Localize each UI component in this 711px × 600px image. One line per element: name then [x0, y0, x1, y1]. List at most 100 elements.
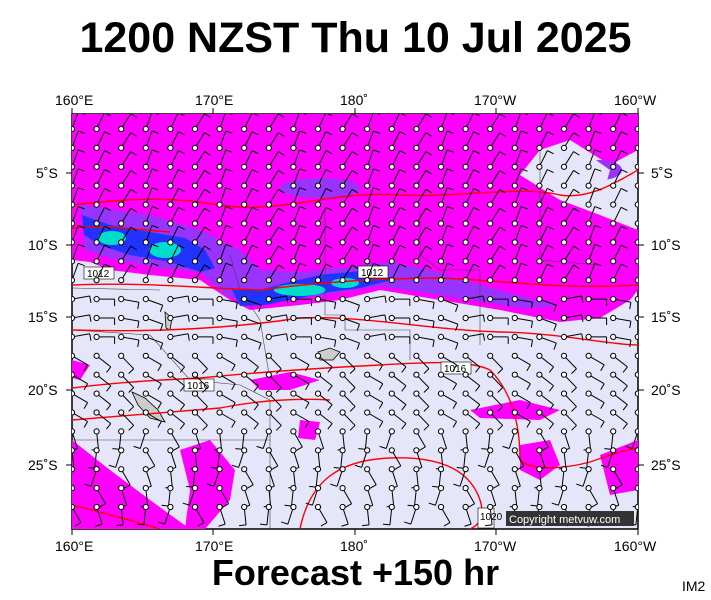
- wind-barb-feather: [542, 446, 549, 451]
- wind-barb-station: [437, 144, 445, 151]
- wind-barb-station: [314, 144, 322, 151]
- wind-barb-station: [610, 409, 617, 416]
- wind-barb-feather: [197, 522, 205, 527]
- wind-barb-feather: [622, 366, 628, 373]
- wind-barb-feather: [423, 425, 430, 431]
- wind-barb-feather: [425, 188, 433, 194]
- wind-barb-station: [339, 163, 346, 170]
- wind-barb-station: [364, 333, 371, 340]
- wind-barb-station: [634, 352, 638, 359]
- wind-barb-station: [462, 447, 469, 454]
- wind-barb-feather: [497, 425, 504, 431]
- wind-barb-station: [290, 409, 297, 416]
- wind-barb-feather: [551, 502, 559, 506]
- wind-barb-station: [314, 485, 322, 492]
- wind-barb-station: [216, 371, 223, 378]
- wind-barb-feather: [187, 314, 190, 322]
- wind-barb-station: [339, 447, 346, 454]
- lon-label: 170°W: [474, 92, 517, 108]
- wind-barb-station: [72, 296, 76, 303]
- wind-barb-station: [72, 333, 76, 340]
- wind-barb-station: [290, 144, 297, 151]
- wind-barb-feather: [547, 244, 554, 249]
- wind-barb-station: [191, 277, 199, 284]
- wind-barb-feather: [251, 169, 259, 174]
- wind-barb-feather: [83, 364, 89, 372]
- wind-barb-station: [413, 201, 420, 208]
- wind-barb-station: [585, 314, 592, 322]
- wind-barb-station: [413, 447, 420, 454]
- wind-barb-station: [314, 371, 322, 378]
- wind-barb-station: [93, 447, 100, 454]
- wind-barb-feather: [77, 206, 85, 210]
- wind-barb-feather: [378, 383, 384, 391]
- wind-barb-station: [314, 428, 322, 435]
- wind-barb-station: [93, 144, 100, 151]
- wind-barb-feather: [520, 206, 528, 210]
- wind-barb-station: [216, 428, 223, 435]
- wind-barb-station: [437, 182, 445, 189]
- latitude-labels-left: 5˚S 10˚S 15˚S 20˚S 25˚S: [28, 165, 58, 473]
- wind-barb-station: [241, 447, 248, 454]
- wind-barb-feather: [253, 423, 259, 430]
- wind-barb-feather: [77, 225, 85, 229]
- wind-barb-station: [536, 201, 543, 208]
- wind-barb-station: [72, 409, 76, 416]
- wind-barb-feather: [325, 131, 333, 136]
- lon-label: 160°W: [614, 538, 657, 554]
- wind-barb-feather: [571, 368, 577, 374]
- wind-barb-station: [339, 333, 346, 340]
- wind-barb-station: [462, 201, 469, 208]
- wind-barb-station: [118, 201, 125, 208]
- wind-barb-feather: [620, 169, 628, 174]
- wind-barb-station: [585, 182, 592, 189]
- wind-barb-feather: [446, 206, 454, 210]
- wind-barb-station: [388, 277, 395, 284]
- wind-barb-feather: [345, 503, 352, 508]
- wind-barb-station: [142, 239, 149, 246]
- wind-barb-station: [216, 277, 223, 284]
- wind-barb-station: [167, 503, 174, 511]
- wind-barb-station: [241, 428, 248, 435]
- wind-barb-feather: [202, 425, 208, 431]
- wind-barb-station: [585, 466, 592, 473]
- wind-barb-feather: [130, 151, 137, 156]
- wind-barb-feather: [271, 465, 279, 470]
- wind-barb-feather: [497, 406, 504, 412]
- wind-barb-feather: [446, 149, 454, 153]
- wind-barb-station: [118, 258, 125, 265]
- wind-barb-station: [511, 314, 518, 322]
- wind-barb-station: [585, 296, 592, 303]
- wind-barb-station: [462, 239, 469, 246]
- wind-barb-feather: [159, 342, 164, 350]
- wind-barb-station: [610, 352, 617, 359]
- wind-barb-feather: [349, 387, 356, 393]
- wind-barb-station: [487, 466, 494, 473]
- wind-barb-feather: [83, 421, 89, 428]
- wind-barb-station: [72, 466, 76, 473]
- wind-barb-feather: [456, 466, 464, 469]
- wind-barb-feather: [225, 225, 233, 229]
- wind-barb-station: [634, 466, 638, 473]
- wind-barb-station: [560, 390, 568, 397]
- wind-barb-feather: [399, 244, 407, 249]
- wind-barb-feather: [151, 149, 159, 153]
- wind-barb-feather: [235, 339, 238, 348]
- wind-barb-station: [462, 333, 469, 340]
- wind-barb-station: [536, 144, 543, 151]
- wind-barb-station: [536, 277, 543, 284]
- wind-barb-feather: [600, 402, 605, 409]
- wind-barb-station: [72, 503, 76, 511]
- wind-barb-feather: [620, 150, 628, 155]
- wind-barb-station: [93, 296, 100, 303]
- wind-barb-station: [93, 428, 100, 435]
- wind-barb-station: [93, 390, 100, 397]
- wind-barb-station: [142, 466, 149, 473]
- wind-barb-station: [364, 409, 371, 416]
- wind-barb-feather: [95, 523, 103, 527]
- wind-barb-feather: [548, 366, 554, 373]
- lon-label: 160°E: [55, 92, 93, 108]
- wind-barb-station: [241, 220, 248, 227]
- wind-barb-station: [536, 125, 543, 133]
- wind-barb-feather: [425, 207, 433, 213]
